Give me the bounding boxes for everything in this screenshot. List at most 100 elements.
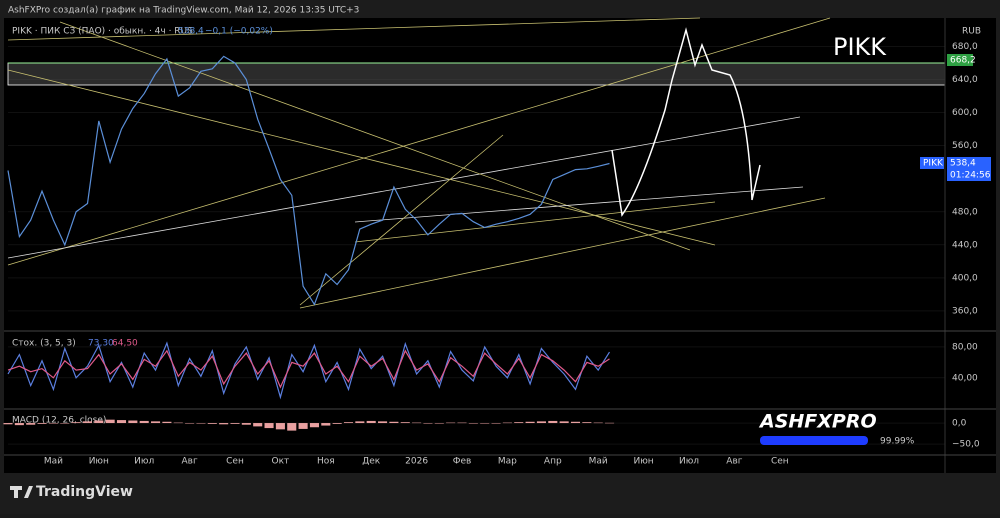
- bar: [423, 423, 433, 424]
- bar: [3, 423, 13, 425]
- y-tick-label: 80,00: [952, 342, 978, 352]
- price-label-value: 538,4: [950, 159, 976, 169]
- bar: [343, 422, 354, 424]
- stoch-d: 64,50: [112, 339, 138, 349]
- bar: [287, 423, 297, 431]
- bar: [468, 423, 478, 424]
- bar: [536, 421, 546, 424]
- symbol-title: PIKK · ПИК СЗ (ПАО) · обыкн. · 4ч · RUS: [12, 27, 193, 37]
- y-tick-label: 600,0: [952, 108, 978, 118]
- series-line: [7, 349, 610, 389]
- x-tick-label: Сен: [226, 457, 244, 467]
- x-tick-label: Апр: [544, 457, 562, 467]
- bar: [582, 422, 592, 424]
- series-line: [7, 341, 611, 400]
- bar: [525, 421, 535, 424]
- x-tick-label: Авг: [726, 457, 742, 467]
- x-tick-label: Май: [589, 457, 608, 467]
- bar: [219, 423, 229, 425]
- macd-title: MACD (12, 26, close): [12, 416, 106, 426]
- bar: [332, 423, 342, 424]
- trend-line: [59, 21, 691, 251]
- bar: [230, 423, 240, 424]
- bar: [82, 421, 92, 424]
- bar: [593, 422, 603, 424]
- watermark: ASHFXPRO: [758, 411, 877, 433]
- bar: [196, 423, 206, 424]
- bar: [389, 421, 399, 424]
- bar: [116, 420, 127, 424]
- bar: [378, 421, 388, 424]
- bar: [355, 421, 365, 424]
- bar: [253, 423, 263, 427]
- bar: [412, 422, 422, 424]
- trend-line: [354, 201, 716, 243]
- annotation: PIKK: [833, 33, 887, 61]
- level-label: 668,2: [950, 56, 976, 66]
- trend-line: [7, 116, 801, 259]
- brand: TradingView: [36, 484, 133, 500]
- zone: [7, 62, 946, 86]
- y-tick-label: 560,0: [952, 141, 978, 151]
- x-tick-label: Сен: [771, 457, 789, 467]
- bar: [298, 423, 308, 429]
- price-badge: [947, 157, 991, 181]
- forecast-path: [611, 27, 761, 217]
- trend-line: [7, 69, 716, 246]
- bar: [502, 422, 512, 424]
- bar: [605, 422, 615, 424]
- chart-area: [4, 18, 996, 473]
- bar: [309, 423, 319, 428]
- bar: [139, 420, 149, 424]
- bar: [457, 422, 467, 424]
- bar: [264, 423, 274, 429]
- price-label-name: PIKK: [923, 159, 944, 169]
- countdown: 01:24:56: [950, 171, 991, 181]
- bar: [446, 422, 456, 424]
- bar: [94, 420, 104, 424]
- y-tick-label: 40,00: [952, 373, 978, 383]
- bar: [366, 420, 376, 424]
- bar: [570, 421, 581, 424]
- x-tick-label: Ноя: [317, 457, 335, 467]
- bar: [60, 423, 70, 424]
- bar: [14, 423, 24, 426]
- x-tick-label: Май: [44, 457, 63, 467]
- bar: [185, 423, 195, 424]
- trend-line: [299, 134, 504, 306]
- bar: [37, 423, 47, 424]
- bar: [321, 423, 331, 426]
- y-tick-label: 640,0: [952, 75, 978, 85]
- bar: [71, 422, 81, 424]
- x-tick-label: 2026: [405, 457, 428, 467]
- bar: [162, 421, 172, 424]
- x-tick-label: Июл: [134, 457, 154, 467]
- x-tick-label: Июл: [679, 457, 699, 467]
- y-tick-label: 360,0: [952, 306, 978, 316]
- y-tick-label: −50,0: [952, 440, 980, 450]
- stoch-k: 73,30: [88, 339, 114, 349]
- bar: [48, 423, 58, 424]
- bar: [207, 423, 217, 424]
- x-tick-label: Фев: [453, 457, 472, 467]
- bar: [128, 420, 138, 424]
- bar: [173, 422, 183, 424]
- bar: [105, 419, 115, 424]
- header: AshFXPro создал(а) график на TradingView…: [8, 6, 359, 16]
- last-price: 538,4: [178, 27, 204, 37]
- bar: [514, 422, 524, 424]
- y-tick-label: 480,0: [952, 207, 978, 217]
- brand-logo: [10, 486, 33, 498]
- trend-line: [354, 186, 804, 223]
- bar: [434, 423, 444, 424]
- x-tick-label: Авг: [181, 457, 197, 467]
- bar: [275, 423, 285, 430]
- x-tick-label: Июн: [633, 457, 653, 467]
- bar: [400, 422, 410, 424]
- bar: [151, 421, 161, 424]
- y-tick-label: 400,0: [952, 273, 978, 283]
- progress-bar: [760, 436, 868, 445]
- y-tick-label: 440,0: [952, 240, 978, 250]
- bar: [480, 423, 490, 424]
